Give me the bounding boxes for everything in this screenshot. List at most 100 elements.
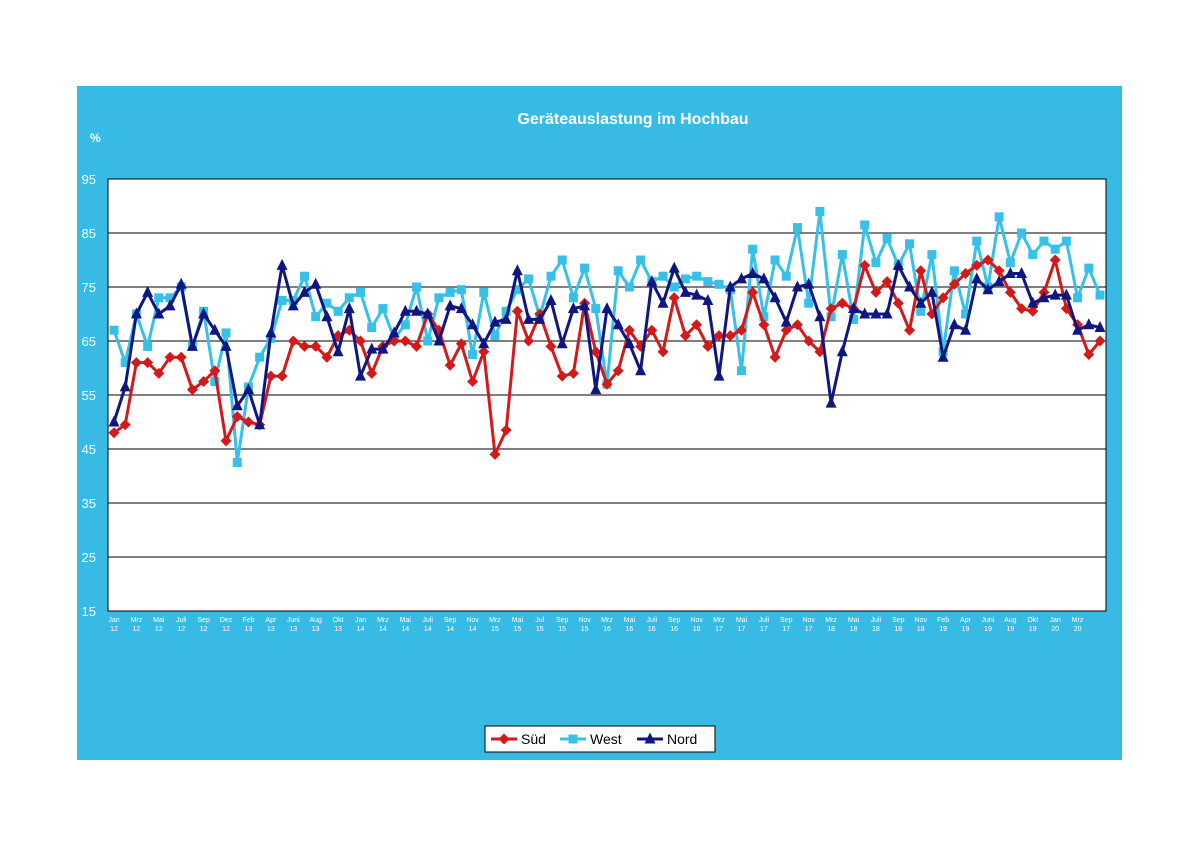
data-point-nord	[579, 299, 591, 311]
data-point-nord	[668, 261, 680, 273]
data-point-west	[580, 263, 590, 273]
y-tick-label: 25	[82, 550, 96, 565]
data-point-nord	[836, 345, 848, 357]
data-point-nord	[332, 345, 344, 357]
data-point-west	[636, 255, 646, 265]
data-point-nord	[388, 326, 400, 338]
data-point-s-d	[467, 376, 479, 387]
chart-panel: Geräteauslastung im Hochbau % 15 25 35 45 55…	[77, 86, 1122, 760]
legend-label-west: West	[590, 731, 622, 747]
data-point-west	[344, 293, 354, 303]
data-point-nord	[848, 302, 859, 314]
data-point-nord	[534, 312, 546, 324]
x-tick-label: Jul 15	[535, 617, 544, 633]
data-point-west	[109, 325, 119, 335]
x-tick-label: Sep 16	[668, 617, 681, 633]
y-tick-label: 15	[82, 604, 96, 619]
data-point-nord	[444, 299, 456, 311]
legend-marker-s-d	[498, 733, 510, 745]
data-point-s-d	[455, 338, 467, 350]
data-point-nord	[1027, 296, 1039, 308]
data-point-s-d	[993, 265, 1005, 277]
data-point-nord	[758, 272, 770, 284]
data-point-s-d	[960, 268, 972, 279]
data-point-nord	[523, 312, 535, 324]
data-point-s-d	[500, 424, 512, 436]
data-point-west	[479, 287, 489, 297]
data-point-west	[714, 279, 724, 289]
data-point-nord	[287, 299, 299, 311]
data-point-nord	[1060, 288, 1072, 300]
x-tick-label: Aug 19	[1004, 617, 1017, 633]
data-point-s-d	[142, 357, 154, 369]
data-point-west	[322, 298, 332, 308]
data-point-nord	[366, 342, 378, 354]
data-point-nord	[803, 277, 815, 289]
data-point-nord	[209, 323, 221, 335]
data-point-west	[961, 309, 971, 319]
data-point-west	[759, 312, 769, 322]
data-point-west	[927, 250, 937, 260]
y-tick-label: 85	[82, 226, 96, 241]
data-point-s-d	[612, 365, 624, 377]
data-point-nord	[1083, 318, 1095, 330]
data-point-west	[972, 236, 982, 246]
data-point-nord	[590, 383, 602, 395]
data-point-west	[1005, 258, 1015, 268]
data-point-west	[434, 293, 444, 303]
data-point-nord	[108, 415, 120, 427]
data-point-west	[849, 314, 858, 324]
data-point-s-d	[803, 335, 815, 347]
data-point-s-d	[1004, 286, 1016, 298]
data-point-nord	[657, 296, 669, 308]
data-point-nord	[433, 334, 445, 346]
legend-marker-west	[568, 734, 578, 744]
data-point-s-d	[209, 365, 221, 377]
y-tick-label: 95	[82, 172, 96, 187]
data-point-west	[400, 320, 410, 330]
x-tick-label: Jan 12	[108, 617, 119, 633]
data-point-nord	[310, 277, 322, 289]
data-point-nord	[1094, 321, 1106, 332]
x-tick-label: Okt 13	[333, 617, 344, 633]
data-point-nord	[982, 283, 994, 295]
data-point-nord	[153, 307, 165, 319]
data-point-nord	[971, 272, 983, 284]
x-tick-label: Feb 13	[242, 617, 254, 633]
data-point-west	[624, 282, 634, 292]
data-point-west	[905, 239, 915, 249]
line-chart: Geräteauslastung im Hochbau % 15 25 35 45 55…	[82, 111, 1107, 753]
data-point-s-d	[904, 324, 916, 336]
data-point-nord	[411, 304, 423, 316]
data-point-west	[916, 306, 926, 316]
data-point-west	[781, 271, 791, 281]
data-point-nord	[1049, 288, 1061, 300]
data-point-nord	[422, 307, 434, 319]
x-tick-label: Juni 13	[287, 617, 300, 633]
data-point-s-d	[164, 351, 176, 363]
data-point-nord	[1038, 291, 1050, 303]
data-point-s-d	[758, 319, 770, 331]
data-point-west	[703, 277, 713, 287]
data-point-nord	[937, 350, 949, 362]
data-point-west	[1028, 250, 1038, 260]
data-point-s-d	[444, 359, 456, 371]
data-point-nord	[1004, 267, 1016, 278]
data-point-nord	[724, 280, 736, 292]
data-point-nord	[601, 302, 613, 314]
data-point-west	[165, 293, 175, 303]
data-point-s-d	[1027, 305, 1039, 317]
data-point-nord	[556, 337, 568, 349]
data-point-s-d	[971, 259, 983, 271]
data-point-west	[490, 331, 500, 341]
data-point-nord	[780, 315, 792, 327]
data-point-nord	[747, 267, 759, 278]
data-point-nord	[926, 285, 938, 297]
data-point-s-d	[153, 367, 165, 379]
y-axis-label: %	[90, 131, 101, 145]
data-point-nord	[791, 280, 803, 292]
data-point-nord	[130, 307, 142, 319]
x-tick-label: Juni 19	[982, 617, 995, 633]
data-point-west	[210, 377, 220, 386]
data-point-west	[748, 244, 758, 254]
